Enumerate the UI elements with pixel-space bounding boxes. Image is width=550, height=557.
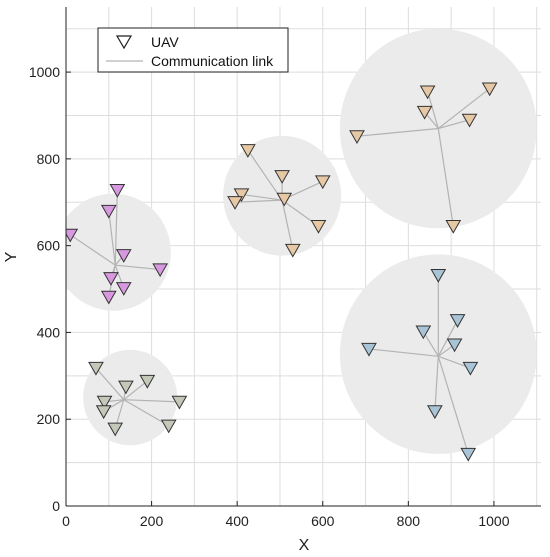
uav-marker	[449, 314, 466, 328]
uav-marker	[109, 184, 126, 198]
communication-link	[95, 367, 125, 401]
legend: UAV Communication link	[97, 27, 289, 73]
uav-marker	[233, 188, 250, 203]
communication-link	[422, 331, 439, 357]
uav-marker	[446, 338, 463, 353]
uav-marker	[419, 85, 436, 100]
uav-marker	[227, 196, 243, 210]
uav-marker	[103, 272, 119, 286]
communication-link	[437, 356, 469, 455]
x-tick-label: 600	[311, 513, 335, 529]
legend-uav-marker	[115, 35, 133, 50]
x-axis-label: X	[299, 537, 310, 554]
uav-marker	[240, 144, 256, 158]
communication-link	[123, 380, 148, 401]
uav-marker	[274, 170, 290, 184]
plot-area: 0 200 400 600 800 1000 0 200 400 600 800 1000	[29, 7, 541, 529]
uav-marker	[66, 228, 79, 243]
communication-link	[437, 88, 491, 129]
x-tick-label: 0	[62, 513, 70, 529]
y-tick-label: 600	[37, 238, 61, 254]
uav-marker	[95, 405, 112, 420]
uav-marker	[115, 282, 132, 296]
communication-link	[281, 199, 294, 251]
x-tick-label: 800	[397, 513, 421, 529]
communication-link	[247, 149, 283, 201]
uav-marker	[284, 243, 301, 258]
x-tick-label: 400	[225, 513, 249, 529]
uav-marker	[160, 419, 177, 434]
y-tick-label: 1000	[29, 64, 60, 80]
uav-marker	[115, 249, 132, 263]
uav-marker	[88, 361, 104, 376]
communication-link	[114, 190, 118, 266]
communication-link	[437, 320, 459, 357]
uav-marker	[462, 361, 479, 376]
y-tick-label: 200	[37, 411, 61, 427]
uav-marker	[100, 204, 117, 219]
communication-link	[115, 264, 161, 271]
communication-link	[427, 91, 439, 129]
uav-marker	[361, 342, 377, 357]
communication-link	[108, 210, 116, 266]
communication-link	[69, 234, 116, 266]
legend-uav-label: UAV	[151, 34, 179, 50]
communication-link	[434, 356, 439, 412]
uav-marker	[152, 263, 169, 278]
communication-link	[235, 199, 283, 203]
uav-marker	[416, 105, 433, 120]
legend-box	[97, 27, 289, 73]
uav-marker	[430, 269, 447, 283]
uav-marker	[118, 380, 134, 395]
y-tick-label: 800	[37, 151, 61, 167]
uav-marker	[415, 325, 432, 340]
communication-link	[368, 348, 439, 357]
uav-marker	[96, 395, 113, 410]
communication-link	[123, 399, 170, 427]
uav-marker	[310, 220, 327, 234]
coverage-zone-4	[83, 349, 178, 446]
uav-marker	[314, 175, 331, 190]
uav-marker	[445, 220, 462, 234]
uav-marker	[349, 130, 365, 144]
uav-marker	[427, 405, 443, 420]
communication-link	[241, 193, 283, 201]
uav-marker	[461, 113, 478, 128]
y-axis-label: Y	[3, 251, 20, 262]
uav-marker	[481, 82, 498, 97]
legend-link-label: Communication link	[151, 53, 274, 69]
communication-link	[438, 119, 470, 130]
x-tick-label: 1000	[478, 513, 509, 529]
uav-marker	[171, 395, 188, 410]
communication-link	[437, 128, 454, 227]
uav-marker	[100, 290, 117, 305]
uav-marker	[276, 192, 293, 207]
uav-marker	[460, 447, 477, 462]
x-tick-label: 200	[140, 513, 164, 529]
y-tick-label: 400	[37, 324, 61, 340]
communication-link	[123, 399, 180, 403]
uav-marker	[107, 422, 124, 437]
communication-link	[356, 127, 439, 137]
uav-marker	[139, 374, 156, 389]
data-layer	[66, 28, 537, 462]
y-tick-label: 0	[52, 498, 60, 514]
